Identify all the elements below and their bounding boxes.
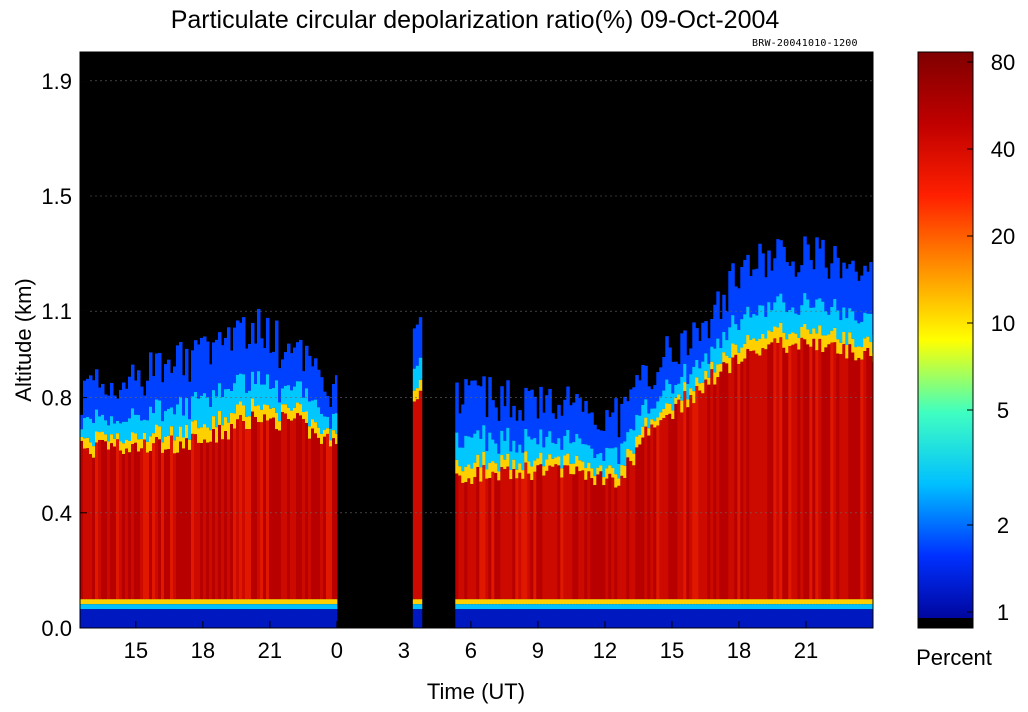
x-tick-label: 3: [398, 638, 410, 663]
x-tick-label: 6: [465, 638, 477, 663]
colorbar-tick-label: 80: [991, 50, 1015, 75]
colorbar-tick-label: 1: [997, 600, 1009, 625]
colorbar-tick-label: 40: [991, 137, 1015, 162]
x-tick-label: 0: [331, 638, 343, 663]
x-axis: 15 18 21 0 3 6 9 12 15 18 21: [124, 621, 818, 663]
colorbar-tick-label: 10: [991, 311, 1015, 336]
colorbar-floor: [918, 618, 973, 628]
y-tick-label: 0.4: [41, 501, 72, 526]
colorbar-label: Percent: [916, 645, 992, 670]
data-segment: [80, 308, 338, 628]
colorbar-tick-label: 2: [997, 513, 1009, 538]
colorbar: [917, 51, 974, 629]
y-tick-label: 0.0: [41, 616, 72, 641]
x-tick-label: 18: [727, 638, 751, 663]
x-tick-label: 12: [593, 638, 617, 663]
colorbar-tick-label: 20: [991, 224, 1015, 249]
data-segment: [412, 317, 423, 628]
heatmap-layer: [80, 236, 873, 628]
x-tick-label: 18: [191, 638, 215, 663]
x-tick-label: 15: [124, 638, 148, 663]
file-stamp: BRW-20041010-1200: [752, 38, 858, 49]
y-tick-label: 1.1: [41, 299, 72, 324]
colorbar-ticks: 80 40 20 10 5 2 1: [967, 50, 1015, 625]
y-axis: 0.0 0.4 0.8 1.1 1.5 1.9: [41, 69, 87, 641]
x-tick-label: 21: [258, 638, 282, 663]
y-axis-label: Altitude (km): [11, 278, 36, 401]
x-tick-label: 9: [532, 638, 544, 663]
data-segment: [455, 236, 873, 628]
x-tick-label: 15: [660, 638, 684, 663]
x-axis-label: Time (UT): [427, 679, 525, 704]
y-tick-label: 1.5: [41, 184, 72, 209]
chart-title: Particulate circular depolarization rati…: [170, 6, 780, 34]
colorbar-tick-label: 5: [997, 398, 1009, 423]
x-tick-label: 21: [794, 638, 818, 663]
y-tick-label: 0.8: [41, 386, 72, 411]
y-tick-label: 1.9: [41, 69, 72, 94]
plot-frame: [79, 51, 874, 629]
